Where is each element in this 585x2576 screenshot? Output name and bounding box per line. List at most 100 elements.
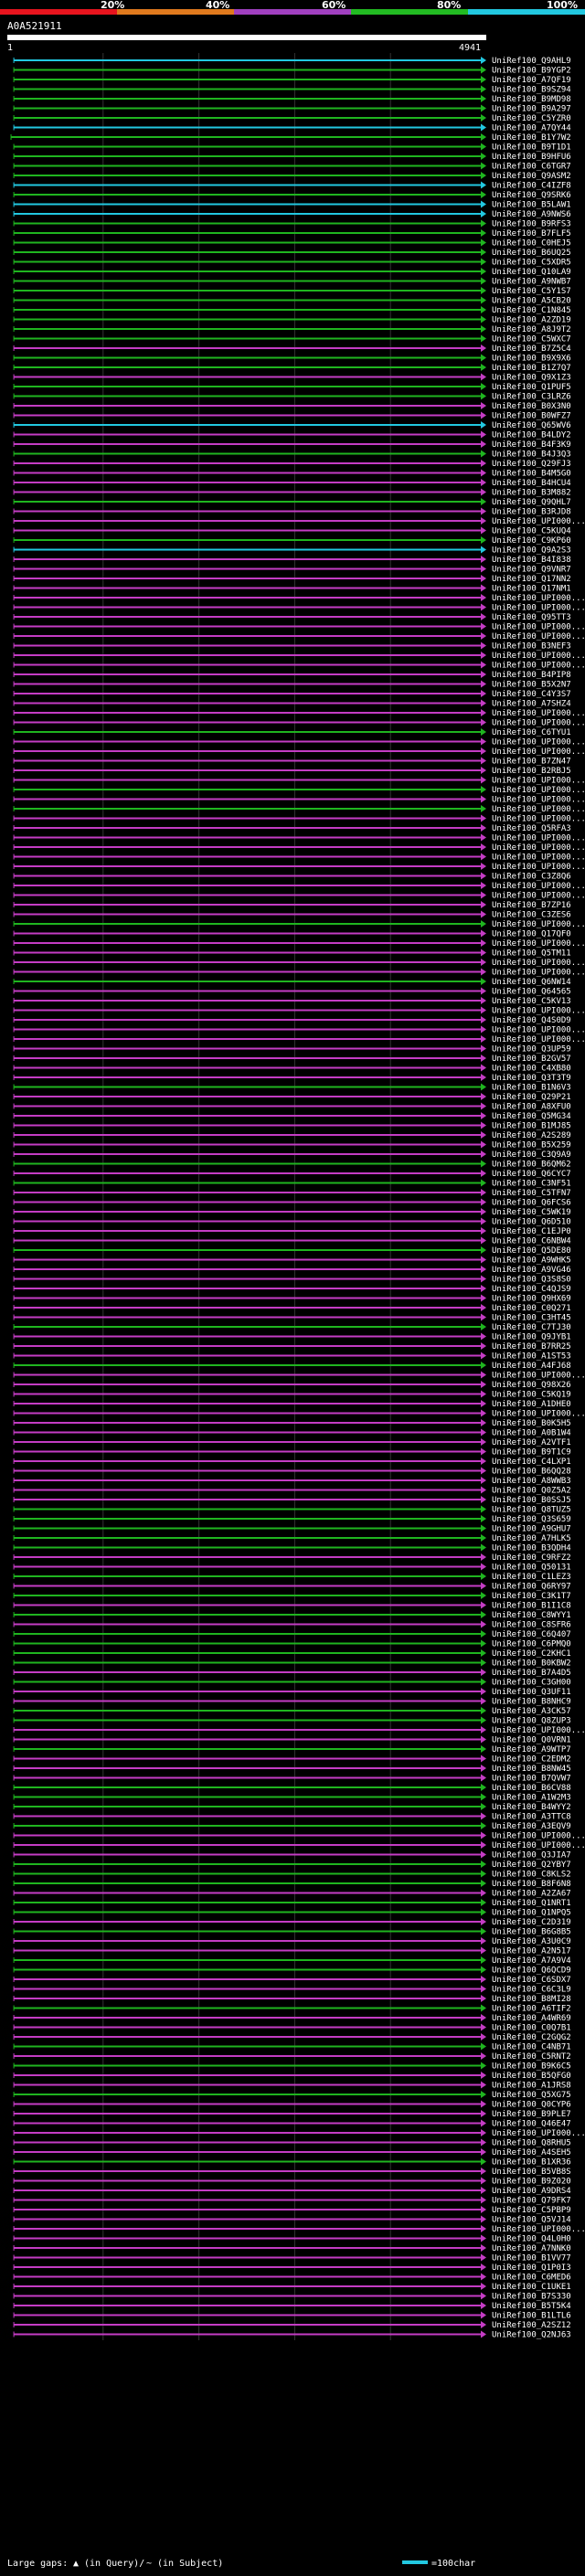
hit-label[interactable]: UniRef100_C5TFN7 (492, 1189, 571, 1198)
hit-row[interactable]: UniRef100_B7QVW7 (13, 1774, 571, 1784)
hit-row[interactable]: UniRef100_C6PMQ0 (13, 1639, 571, 1649)
hit-row[interactable]: UniRef100_C5Y1S7 (13, 287, 571, 296)
hit-row[interactable]: UniRef100_Q9HX69 (13, 1294, 571, 1304)
hit-row[interactable]: UniRef100_B3RJD8 (13, 507, 571, 517)
hit-label[interactable]: UniRef100_UPI000... (492, 662, 585, 671)
hit-label[interactable]: UniRef100_B6QQ28 (492, 1468, 571, 1477)
hit-label[interactable]: UniRef100_A9WTP7 (492, 1745, 571, 1754)
hit-label[interactable]: UniRef100_C3ZES6 (492, 911, 571, 920)
hit-row[interactable]: UniRef100_Q5MG34 (13, 1112, 571, 1121)
hit-row[interactable]: UniRef100_Q17NM1 (13, 584, 571, 594)
hit-row[interactable]: UniRef100_A1ST53 (13, 1352, 571, 1362)
hit-label[interactable]: UniRef100_B3QDH4 (492, 1544, 571, 1553)
hit-row[interactable]: UniRef100_UPI000... (13, 939, 585, 949)
hit-label[interactable]: UniRef100_A7SHZ4 (492, 700, 571, 709)
hit-label[interactable]: UniRef100_A5CB20 (492, 297, 571, 306)
hit-label[interactable]: UniRef100_B9A297 (492, 105, 571, 114)
hit-row[interactable]: UniRef100_B5QFG0 (13, 2072, 571, 2081)
hit-row[interactable]: UniRef100_Q4L0H0 (13, 2234, 571, 2244)
hit-row[interactable]: UniRef100_A9WHK5 (13, 1256, 571, 1266)
hit-row[interactable]: UniRef100_B5T5K4 (13, 2302, 571, 2311)
hit-label[interactable]: UniRef100_Q5VJ14 (492, 2216, 571, 2225)
hit-row[interactable]: UniRef100_B9A297 (13, 104, 571, 114)
hit-row[interactable]: UniRef100_UPI000... (13, 795, 585, 805)
hit-row[interactable]: UniRef100_B7A4D5 (13, 1669, 571, 1678)
hit-label[interactable]: UniRef100_A2ZD19 (492, 316, 571, 325)
hit-row[interactable]: UniRef100_C5RNT2 (13, 2052, 571, 2062)
hit-row[interactable]: UniRef100_UPI000... (13, 517, 585, 526)
hit-row[interactable]: UniRef100_C4NB71 (13, 2042, 571, 2052)
hit-row[interactable]: UniRef100_Q9AHL9 (13, 57, 571, 66)
hit-label[interactable]: UniRef100_UPI000... (492, 777, 585, 786)
hit-row[interactable]: UniRef100_UPI000... (13, 2129, 585, 2138)
hit-label[interactable]: UniRef100_B9MD98 (492, 95, 571, 104)
hit-row[interactable]: UniRef100_C1UKE1 (13, 2283, 571, 2292)
hit-label[interactable]: UniRef100_Q3T3T9 (492, 1074, 571, 1083)
hit-label[interactable]: UniRef100_B8NHC9 (492, 1698, 571, 1707)
hit-label[interactable]: UniRef100_UPI000... (492, 2129, 585, 2138)
hit-row[interactable]: UniRef100_A1W2M3 (13, 1793, 571, 1803)
hit-row[interactable]: UniRef100_UPI000... (13, 843, 585, 853)
hit-label[interactable]: UniRef100_A9VG46 (492, 1266, 571, 1275)
hit-label[interactable]: UniRef100_C6Q407 (492, 1630, 571, 1639)
hit-label[interactable]: UniRef100_C2EDM2 (492, 1755, 571, 1765)
hit-label[interactable]: UniRef100_B5X2N7 (492, 681, 571, 690)
hit-row[interactable]: UniRef100_Q3UP59 (13, 1044, 571, 1055)
hit-row[interactable]: UniRef100_C8WYY1 (13, 1611, 571, 1620)
hit-row[interactable]: UniRef100_C6MED6 (13, 2273, 571, 2283)
hit-row[interactable]: UniRef100_UPI000... (13, 1409, 585, 1419)
hit-row[interactable]: UniRef100_B1Z7Q7 (13, 364, 571, 373)
hit-label[interactable]: UniRef100_C5RNT2 (492, 2052, 571, 2062)
hit-label[interactable]: UniRef100_B2RBJ5 (492, 767, 571, 776)
hit-label[interactable]: UniRef100_Q1NRT1 (492, 1899, 571, 1908)
hit-row[interactable]: UniRef100_A2N517 (13, 1946, 571, 1956)
hit-row[interactable]: UniRef100_C2GQG2 (13, 2033, 571, 2042)
hit-label[interactable]: UniRef100_UPI000... (492, 834, 585, 843)
hit-row[interactable]: UniRef100_Q2YBY7 (13, 1860, 571, 1870)
hit-label[interactable]: UniRef100_Q17QF0 (492, 930, 571, 939)
hit-row[interactable]: UniRef100_Q9VNR7 (13, 565, 571, 575)
hit-row[interactable]: UniRef100_C3Z8Q6 (13, 872, 571, 882)
hit-row[interactable]: UniRef100_B6G8B5 (13, 1927, 571, 1937)
hit-label[interactable]: UniRef100_Q3UP59 (492, 1045, 571, 1055)
hit-row[interactable]: UniRef100_A8XFU0 (13, 1102, 571, 1112)
hit-label[interactable]: UniRef100_C3GH00 (492, 1679, 571, 1688)
hit-row[interactable]: UniRef100_B7RR25 (13, 1342, 571, 1352)
hit-label[interactable]: UniRef100_A7QF19 (492, 76, 571, 85)
hit-label[interactable]: UniRef100_UPI000... (492, 747, 585, 757)
hit-label[interactable]: UniRef100_Q9A2S3 (492, 546, 571, 556)
hit-label[interactable]: UniRef100_UPI000... (492, 863, 585, 872)
hit-row[interactable]: UniRef100_Q8ZUP3 (13, 1716, 571, 1726)
hit-row[interactable]: UniRef100_B4J3Q3 (13, 450, 571, 460)
hit-row[interactable]: UniRef100_Q29P21 (13, 1093, 571, 1102)
hit-label[interactable]: UniRef100_A8J9T2 (492, 325, 571, 334)
hit-row[interactable]: UniRef100_B5X259 (13, 1140, 571, 1150)
hit-label[interactable]: UniRef100_Q0CYP6 (492, 2101, 571, 2110)
hit-label[interactable]: UniRef100_UPI000... (492, 1841, 585, 1850)
hit-label[interactable]: UniRef100_Q29P21 (492, 1093, 571, 1102)
hit-label[interactable]: UniRef100_C8WYY1 (492, 1611, 571, 1620)
hit-label[interactable]: UniRef100_B6G8B5 (492, 1928, 571, 1937)
hit-row[interactable]: UniRef100_C9RFZ2 (13, 1553, 571, 1563)
hit-label[interactable]: UniRef100_B7A4D5 (492, 1669, 571, 1678)
hit-row[interactable]: UniRef100_UPI000... (13, 853, 585, 863)
hit-row[interactable]: UniRef100_B6QM62 (13, 1160, 571, 1170)
hit-row[interactable]: UniRef100_B3QDH4 (13, 1543, 571, 1553)
hit-label[interactable]: UniRef100_C9KP60 (492, 536, 571, 546)
hit-row[interactable]: UniRef100_Q6RY97 (13, 1582, 571, 1592)
hit-label[interactable]: UniRef100_B0X3N0 (492, 402, 571, 411)
hit-label[interactable]: UniRef100_UPI000... (492, 623, 585, 632)
hit-row[interactable]: UniRef100_B7ZN47 (13, 757, 571, 767)
hit-row[interactable]: UniRef100_C4IZF8 (13, 181, 571, 191)
hit-label[interactable]: UniRef100_UPI000... (492, 853, 585, 863)
hit-row[interactable]: UniRef100_B4WYY2 (13, 1803, 571, 1812)
hit-row[interactable]: UniRef100_B9YGP2 (13, 66, 571, 76)
hit-row[interactable]: UniRef100_Q9ASM2 (13, 172, 571, 181)
hit-row[interactable]: UniRef100_B4LDY2 (13, 430, 571, 440)
hit-label[interactable]: UniRef100_C5Y1S7 (492, 287, 571, 296)
hit-row[interactable]: UniRef100_Q46E47 (13, 2119, 571, 2129)
hit-label[interactable]: UniRef100_B7ZP16 (492, 901, 571, 910)
hit-row[interactable]: UniRef100_A8WWB3 (13, 1477, 571, 1486)
hit-label[interactable]: UniRef100_B7Z5C4 (492, 345, 571, 354)
hit-label[interactable]: UniRef100_C6TGR7 (492, 163, 571, 172)
